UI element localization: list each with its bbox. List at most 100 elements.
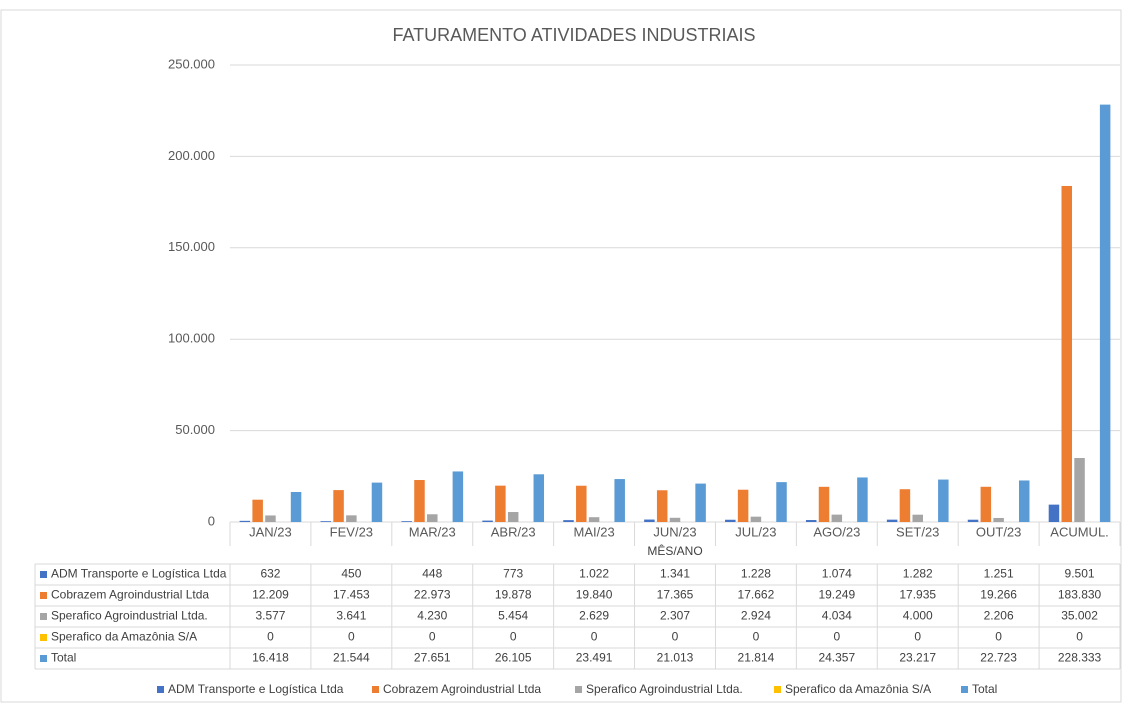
data-label: 4.000 xyxy=(903,609,933,623)
legend-key xyxy=(157,686,164,693)
data-label: 228.333 xyxy=(1058,651,1102,665)
x-tick-label: ACUMUL. xyxy=(1050,524,1109,539)
data-label: 21.814 xyxy=(738,651,775,665)
bar xyxy=(725,519,736,522)
bar xyxy=(414,480,425,522)
bar xyxy=(656,490,668,522)
data-label: 35.002 xyxy=(1061,609,1098,623)
data-label: 12.209 xyxy=(252,588,289,602)
bar xyxy=(482,520,493,522)
bar xyxy=(427,514,438,522)
bar xyxy=(533,474,545,522)
table-row-label: Cobrazem Agroindustrial Ltda xyxy=(51,588,209,602)
table-key xyxy=(40,655,47,662)
x-tick-label: OUT/23 xyxy=(976,524,1022,539)
x-tick-label: JAN/23 xyxy=(249,524,292,539)
data-label: 3.641 xyxy=(336,609,366,623)
bar xyxy=(938,479,949,522)
bar xyxy=(333,490,344,522)
data-label: 0 xyxy=(1076,630,1083,644)
x-tick-label: SET/23 xyxy=(896,524,939,539)
table-key xyxy=(40,592,47,599)
data-label: 0 xyxy=(833,630,840,644)
data-label: 1.228 xyxy=(741,567,771,581)
table-row-label: Sperafico Agroindustrial Ltda. xyxy=(51,609,208,623)
data-label: 0 xyxy=(995,630,1002,644)
data-label: 22.723 xyxy=(980,651,1017,665)
data-label: 3.577 xyxy=(255,609,285,623)
data-label: 1.251 xyxy=(984,567,1014,581)
data-label: 0 xyxy=(510,630,517,644)
bar xyxy=(776,482,787,522)
data-label: 0 xyxy=(591,630,598,644)
data-label: 0 xyxy=(348,630,355,644)
legend-key xyxy=(575,686,582,693)
data-label: 21.544 xyxy=(333,651,370,665)
bar xyxy=(695,483,706,522)
data-label: 2.206 xyxy=(984,609,1014,623)
bar xyxy=(239,520,251,522)
bar xyxy=(750,516,762,522)
data-label: 2.924 xyxy=(741,609,771,623)
data-label: 0 xyxy=(914,630,921,644)
bar xyxy=(563,520,574,522)
data-label: 0 xyxy=(753,630,760,644)
bar xyxy=(857,477,868,522)
data-label: 17.365 xyxy=(657,588,694,602)
data-label: 0 xyxy=(429,630,436,644)
x-tick-label: AGO/23 xyxy=(813,524,860,539)
data-label: 19.878 xyxy=(495,588,532,602)
chart-title: FATURAMENTO ATIVIDADES INDUSTRIAIS xyxy=(392,25,755,45)
bar xyxy=(644,519,655,522)
bar xyxy=(576,485,587,522)
data-label: 22.973 xyxy=(414,588,451,602)
bar xyxy=(1074,458,1085,522)
y-tick-label: 150.000 xyxy=(168,239,215,254)
y-tick-label: 50.000 xyxy=(175,422,215,437)
data-label: 23.217 xyxy=(899,651,936,665)
x-axis-label: MÊS/ANO xyxy=(647,543,702,558)
bar xyxy=(290,491,302,522)
data-label: 2.307 xyxy=(660,609,690,623)
bar xyxy=(899,489,911,522)
bar xyxy=(1099,104,1111,523)
data-label: 632 xyxy=(260,567,280,581)
data-label: 23.491 xyxy=(576,651,613,665)
bar xyxy=(1048,504,1060,522)
data-label: 1.074 xyxy=(822,567,852,581)
data-label: 21.013 xyxy=(657,651,694,665)
data-label: 26.105 xyxy=(495,651,532,665)
data-label: 448 xyxy=(422,567,442,581)
data-label: 183.830 xyxy=(1058,588,1102,602)
table-row-label: Sperafico da Amazônia S/A xyxy=(51,630,197,644)
legend-label: Sperafico da Amazônia S/A xyxy=(785,682,931,696)
legend-key xyxy=(372,686,379,693)
data-label: 0 xyxy=(672,630,679,644)
bar xyxy=(967,519,979,522)
bar xyxy=(346,515,357,522)
x-tick-label: JUL/23 xyxy=(735,524,776,539)
data-label: 450 xyxy=(341,567,361,581)
legend-key xyxy=(774,686,781,693)
data-label: 1.022 xyxy=(579,567,609,581)
data-label: 27.651 xyxy=(414,651,451,665)
chart-border xyxy=(0,9,1122,703)
bar xyxy=(737,489,749,522)
legend-label: ADM Transporte e Logística Ltda xyxy=(168,682,344,696)
y-tick-label: 250.000 xyxy=(168,56,215,71)
bar xyxy=(495,485,506,522)
bar xyxy=(805,520,817,522)
table-key xyxy=(40,613,47,620)
y-tick-label: 100.000 xyxy=(168,331,215,346)
data-label: 17.453 xyxy=(333,588,370,602)
data-label: 19.266 xyxy=(980,588,1017,602)
table-key xyxy=(40,634,47,641)
bar xyxy=(265,515,276,522)
bar xyxy=(980,486,992,522)
bar xyxy=(912,514,923,522)
legend-label: Sperafico Agroindustrial Ltda. xyxy=(586,682,743,696)
bar xyxy=(614,479,625,522)
data-label: 19.249 xyxy=(818,588,855,602)
x-tick-label: MAI/23 xyxy=(573,524,614,539)
bar xyxy=(831,514,843,522)
